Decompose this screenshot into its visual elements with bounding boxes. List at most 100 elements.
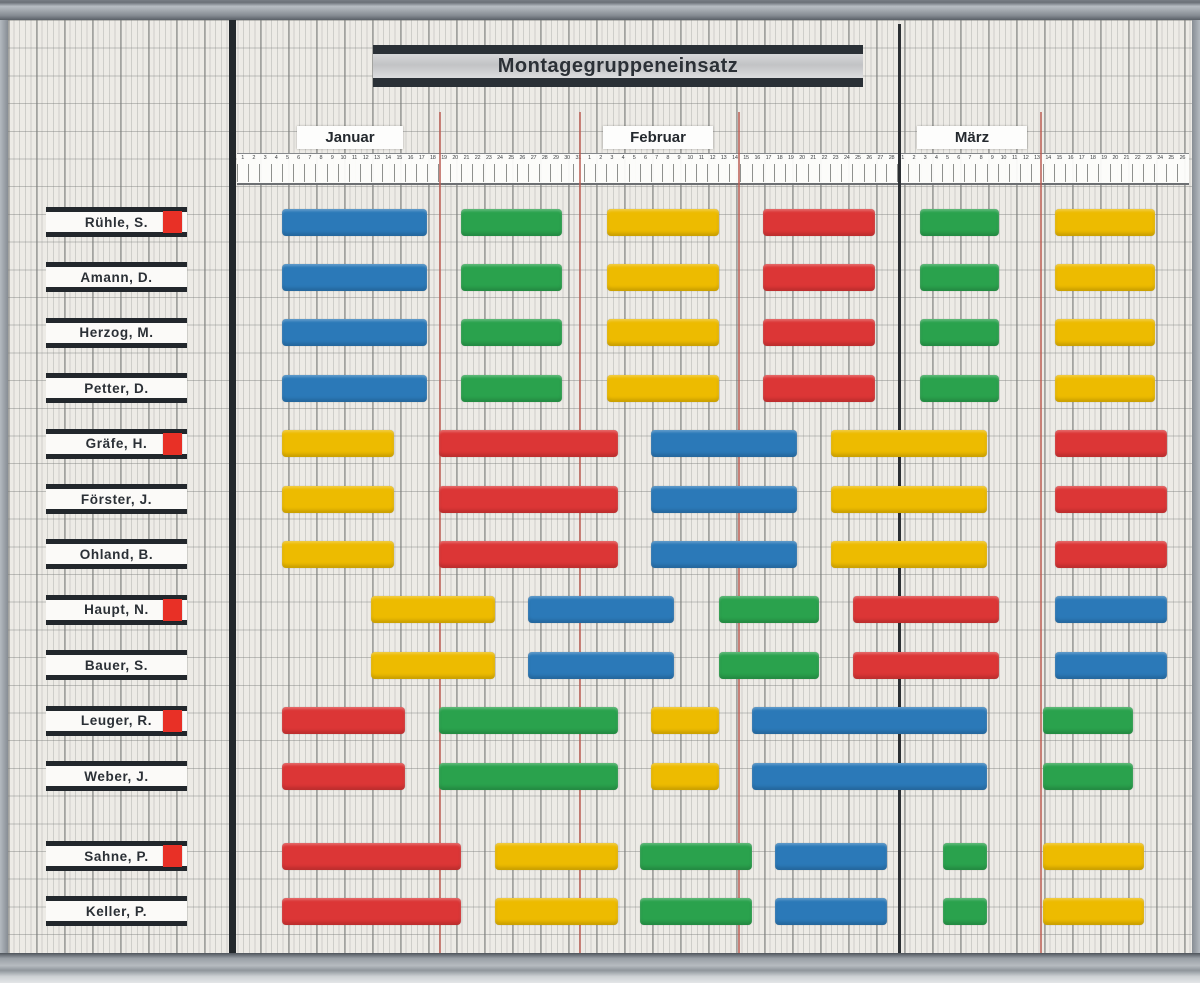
schedule-bar-blue[interactable] (651, 485, 797, 513)
schedule-bar-yellow[interactable] (1054, 319, 1156, 347)
name-plate[interactable]: Gräfe, H. (46, 428, 187, 459)
name-plate[interactable]: Förster, J. (46, 484, 187, 514)
schedule-bar-yellow[interactable] (281, 485, 394, 513)
schedule-bar-red[interactable] (438, 540, 618, 568)
schedule-bar-yellow[interactable] (371, 596, 495, 624)
priority-marker[interactable] (163, 432, 182, 455)
schedule-bar-red[interactable] (763, 208, 876, 236)
schedule-bar-green[interactable] (942, 842, 988, 870)
name-plate[interactable]: Keller, P. (46, 896, 187, 927)
schedule-bar-red[interactable] (853, 596, 999, 624)
name-plate[interactable]: Bauer, S. (46, 650, 187, 681)
schedule-bar-green[interactable] (718, 651, 820, 679)
schedule-bar-red[interactable] (438, 430, 618, 458)
schedule-bar-green[interactable] (920, 319, 999, 347)
schedule-bar-yellow[interactable] (606, 208, 719, 236)
schedule-bar-green[interactable] (461, 374, 562, 402)
schedule-bar-blue[interactable] (281, 319, 428, 347)
schedule-bar-green[interactable] (920, 263, 999, 291)
schedule-bar-green[interactable] (920, 374, 999, 402)
schedule-bar-yellow[interactable] (494, 842, 618, 870)
schedule-bar-yellow[interactable] (651, 762, 719, 790)
schedule-bar-green[interactable] (438, 762, 618, 790)
priority-marker[interactable] (163, 845, 182, 867)
schedule-bar-blue[interactable] (1054, 651, 1167, 679)
day-cell: 15 (393, 154, 405, 183)
schedule-bar-green[interactable] (920, 208, 999, 236)
schedule-bar-yellow[interactable] (651, 707, 719, 735)
schedule-bar-blue[interactable] (281, 208, 428, 236)
schedule-bar-blue[interactable] (752, 707, 988, 735)
day-cell: 6 (292, 154, 304, 183)
name-plate-bottom-bar (46, 232, 187, 237)
schedule-bar-green[interactable] (640, 842, 753, 870)
day-cell: 12 (1020, 154, 1031, 183)
schedule-bar-green[interactable] (1043, 762, 1133, 790)
schedule-bar-yellow[interactable] (830, 485, 988, 513)
schedule-bar-green[interactable] (640, 897, 753, 925)
schedule-bar-yellow[interactable] (1054, 208, 1156, 236)
schedule-bar-yellow[interactable] (1043, 842, 1145, 870)
schedule-bar-green[interactable] (438, 707, 618, 735)
name-plate[interactable]: Petter, D. (46, 373, 187, 404)
schedule-bar-yellow[interactable] (606, 319, 719, 347)
name-plate[interactable]: Rühle, S. (46, 207, 187, 237)
schedule-bar-red[interactable] (281, 707, 405, 735)
schedule-bar-yellow[interactable] (606, 374, 719, 402)
priority-marker[interactable] (163, 598, 182, 621)
schedule-bar-yellow[interactable] (1043, 897, 1145, 925)
schedule-bar-blue[interactable] (752, 762, 988, 790)
schedule-bar-red[interactable] (281, 897, 461, 925)
schedule-bar-blue[interactable] (281, 263, 428, 291)
schedule-bar-red[interactable] (763, 263, 876, 291)
name-plate-label: Petter, D. (46, 378, 187, 399)
schedule-bar-red[interactable] (281, 842, 461, 870)
schedule-bar-blue[interactable] (651, 430, 797, 458)
schedule-bar-green[interactable] (942, 897, 988, 925)
schedule-bar-blue[interactable] (281, 374, 428, 402)
name-plate[interactable]: Ohland, B. (46, 539, 187, 570)
schedule-bar-blue[interactable] (1054, 596, 1167, 624)
schedule-bar-red[interactable] (763, 319, 876, 347)
schedule-bar-yellow[interactable] (1054, 374, 1156, 402)
schedule-bar-yellow[interactable] (281, 430, 394, 458)
schedule-bar-red[interactable] (1054, 540, 1167, 568)
schedule-bar-yellow[interactable] (830, 430, 988, 458)
schedule-bar-blue[interactable] (528, 596, 674, 624)
schedule-bar-red[interactable] (763, 374, 876, 402)
schedule-bar-yellow[interactable] (606, 263, 719, 291)
schedule-bar-blue[interactable] (651, 540, 797, 568)
schedule-bar-green[interactable] (1043, 707, 1133, 735)
priority-marker[interactable] (163, 709, 182, 732)
name-plate-top-bar (46, 841, 187, 846)
name-plate[interactable]: Leuger, R. (46, 705, 187, 736)
schedule-bar-blue[interactable] (774, 897, 887, 925)
schedule-bar-yellow[interactable] (830, 540, 988, 568)
schedule-bar-yellow[interactable] (281, 540, 394, 568)
schedule-bar-blue[interactable] (528, 651, 674, 679)
schedule-bar-red[interactable] (1054, 430, 1167, 458)
schedule-bar-yellow[interactable] (494, 897, 618, 925)
day-cell: 22 (471, 154, 483, 183)
schedule-bar-green[interactable] (461, 208, 562, 236)
schedule-bar-blue[interactable] (774, 842, 887, 870)
schedule-bar-green[interactable] (718, 596, 820, 624)
name-plate[interactable]: Herzog, M. (46, 317, 187, 348)
name-plate-bottom-bar (46, 786, 187, 791)
day-cell: 25 (505, 154, 517, 183)
schedule-bar-yellow[interactable] (1054, 263, 1156, 291)
schedule-bar-green[interactable] (461, 319, 562, 347)
name-plate-top-bar (46, 428, 187, 434)
schedule-bar-red[interactable] (438, 485, 618, 513)
schedule-bar-red[interactable] (853, 651, 999, 679)
name-plate[interactable]: Sahne, P. (46, 841, 187, 871)
schedule-bar-red[interactable] (1054, 485, 1167, 513)
schedule-bar-red[interactable] (281, 762, 405, 790)
schedule-bar-yellow[interactable] (371, 651, 495, 679)
name-plate[interactable]: Weber, J. (46, 761, 187, 791)
name-plate[interactable]: Haupt, N. (46, 594, 187, 625)
day-cell: 6 (639, 154, 651, 183)
schedule-bar-green[interactable] (461, 263, 562, 291)
priority-marker[interactable] (163, 211, 182, 233)
name-plate[interactable]: Amann, D. (46, 262, 187, 293)
